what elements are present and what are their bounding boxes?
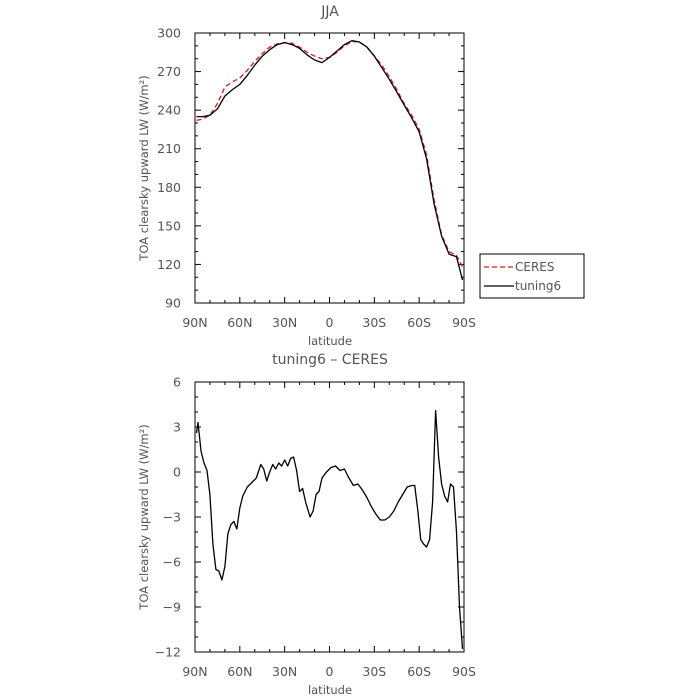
y-tick-label: 90 (165, 296, 181, 311)
chart-title: tuning6 – CERES (272, 352, 388, 368)
legend-box (479, 253, 585, 299)
x-tick-label: 60N (227, 315, 252, 330)
x-tick-label: 60N (227, 664, 252, 679)
y-tick-label: −6 (163, 555, 181, 570)
y-tick-label: 3 (173, 420, 181, 435)
tick-marks (194, 32, 465, 304)
x-tick-label: 60S (407, 664, 431, 679)
x-tick-labels: 90N 60N 30N 0 30S 60S 90S (182, 315, 476, 330)
x-tick-label: 30S (362, 315, 386, 330)
series-lines (195, 409, 464, 650)
x-tick-label: 0 (326, 315, 334, 330)
panel-jja: JJA 90 120 150 180 210 240 270 300 90N 60N 30N 0 30… (137, 4, 585, 348)
y-tick-labels: 90 120 150 180 210 240 270 300 (157, 26, 181, 311)
x-tick-label: 90S (452, 664, 476, 679)
y-tick-label: 300 (157, 26, 181, 41)
y-tick-label: 270 (157, 64, 181, 79)
y-tick-label: −3 (163, 510, 181, 525)
tick-marks (194, 381, 465, 653)
series-lines (196, 40, 464, 281)
x-axis-label: latitude (308, 683, 352, 697)
y-tick-label: 180 (157, 180, 181, 195)
series-line-tuning6 (195, 409, 464, 650)
y-tick-label: 0 (173, 465, 181, 480)
legend-label-ceres: CERES (515, 260, 555, 274)
series-line-ceres (196, 40, 464, 268)
legend-label-tuning6: tuning6 (515, 279, 561, 293)
x-tick-label: 90S (452, 315, 476, 330)
legend: CERES tuning6 (479, 253, 585, 299)
x-tick-label: 0 (326, 664, 334, 679)
panel-difference: tuning6 – CERES −12 −9 −6 −3 0 3 6 90N 60N 30N 0 3… (137, 352, 476, 697)
x-tick-label: 30N (272, 315, 297, 330)
y-tick-label: 210 (157, 141, 181, 156)
x-tick-label: 90N (182, 315, 207, 330)
plot-frame (194, 32, 465, 304)
y-tick-label: 120 (157, 257, 181, 272)
y-tick-labels: −12 −9 −6 −3 0 3 6 (155, 375, 181, 660)
x-tick-label: 30N (272, 664, 297, 679)
plot-frame (194, 381, 465, 653)
x-tick-label: 30S (362, 664, 386, 679)
x-tick-labels: 90N 60N 30N 0 30S 60S 90S (182, 664, 476, 679)
x-axis-label: latitude (308, 334, 352, 348)
chart-title: JJA (320, 4, 339, 20)
y-tick-label: −12 (155, 645, 181, 660)
x-tick-label: 60S (407, 315, 431, 330)
y-tick-label: 240 (157, 103, 181, 118)
series-line-tuning6 (196, 40, 464, 281)
y-axis-label: TOA clearsky upward LW (W/m²) (137, 75, 151, 261)
x-tick-label: 90N (182, 664, 207, 679)
y-axis-label: TOA clearsky upward LW (W/m²) (137, 424, 151, 610)
y-tick-label: 150 (157, 218, 181, 233)
y-tick-label: −9 (163, 600, 181, 615)
y-tick-label: 6 (173, 375, 181, 390)
